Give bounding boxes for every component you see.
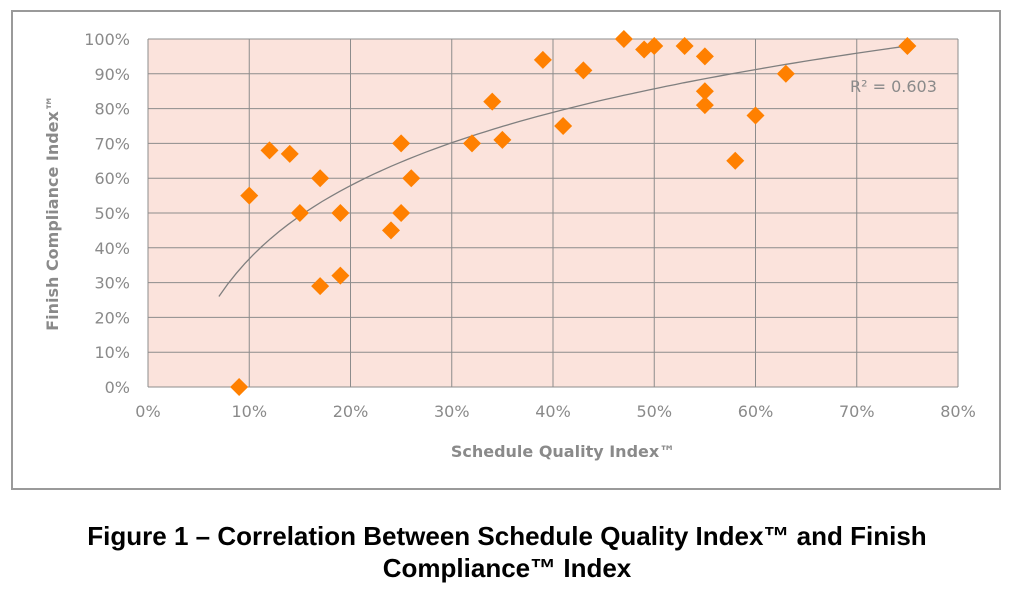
x-tick-label: 30% [434,402,470,421]
y-tick-label: 30% [94,274,130,293]
data-point [230,378,249,396]
data-point [402,169,421,188]
x-tick-label: 60% [738,402,774,421]
x-tick-label: 0% [135,402,160,421]
data-points [230,30,917,396]
y-tick-label: 50% [94,204,130,223]
x-tick-label: 20% [333,402,369,421]
figure-caption: Figure 1 – Correlation Between Schedule … [0,520,1014,584]
data-point [311,277,330,296]
y-tick-label: 60% [94,169,130,188]
data-point [311,169,330,188]
data-point [726,151,745,170]
data-point [533,50,552,69]
data-point [483,92,502,111]
r-squared-label: R² = 0.603 [850,77,937,96]
x-tick-label: 70% [839,402,875,421]
trendline [218,45,908,297]
data-point [463,134,481,153]
data-point [280,144,299,163]
caption-line-2: Compliance™ Index [382,553,632,583]
y-tick-label: 90% [94,65,130,84]
data-point [331,204,350,222]
data-point [290,204,309,222]
data-point [614,30,633,48]
x-axis-title: Schedule Quality Index™ [451,442,675,461]
x-tick-label: 10% [231,402,267,421]
gridlines [147,38,959,388]
data-point [746,106,765,125]
caption-line-1: Figure 1 – Correlation Between Schedule … [87,521,927,551]
data-point [675,36,694,55]
data-point [695,96,714,115]
tick-labels: 0% 10% 20% 30% 40% 50% 60% 70% 80% 0% 10% 20% 30% 40%… [84,30,976,421]
data-point [240,186,259,205]
data-point [260,141,279,160]
y-tick-label: 20% [94,308,130,327]
y-tick-label: 10% [94,343,130,362]
data-point [898,36,917,55]
data-point [776,64,795,83]
scatter-chart: 0% 10% 20% 30% 40% 50% 60% 70% 80% 0% 10% 20% 30% 40%… [43,30,976,461]
data-point [695,47,714,66]
chart-frame: 0% 10% 20% 30% 40% 50% 60% 70% 80% 0% 10% 20% 30% 40%… [11,10,1001,490]
data-point [695,82,714,101]
data-point [493,130,512,149]
x-tick-label: 80% [940,402,976,421]
trendline-curve [218,45,908,297]
y-tick-label: 70% [94,134,130,153]
x-tick-label: 40% [535,402,571,421]
data-point [392,134,411,153]
data-point [331,266,350,285]
data-point [554,117,573,135]
x-tick-label: 50% [636,402,672,421]
y-tick-label: 100% [84,30,130,49]
y-tick-label: 40% [94,239,130,258]
data-point [645,36,664,55]
data-point [574,61,593,80]
y-axis-title: Finish Compliance Index™ [43,95,62,331]
data-point [392,204,411,222]
y-tick-label: 80% [94,100,130,119]
y-tick-label: 0% [105,378,130,397]
data-point [382,221,400,240]
